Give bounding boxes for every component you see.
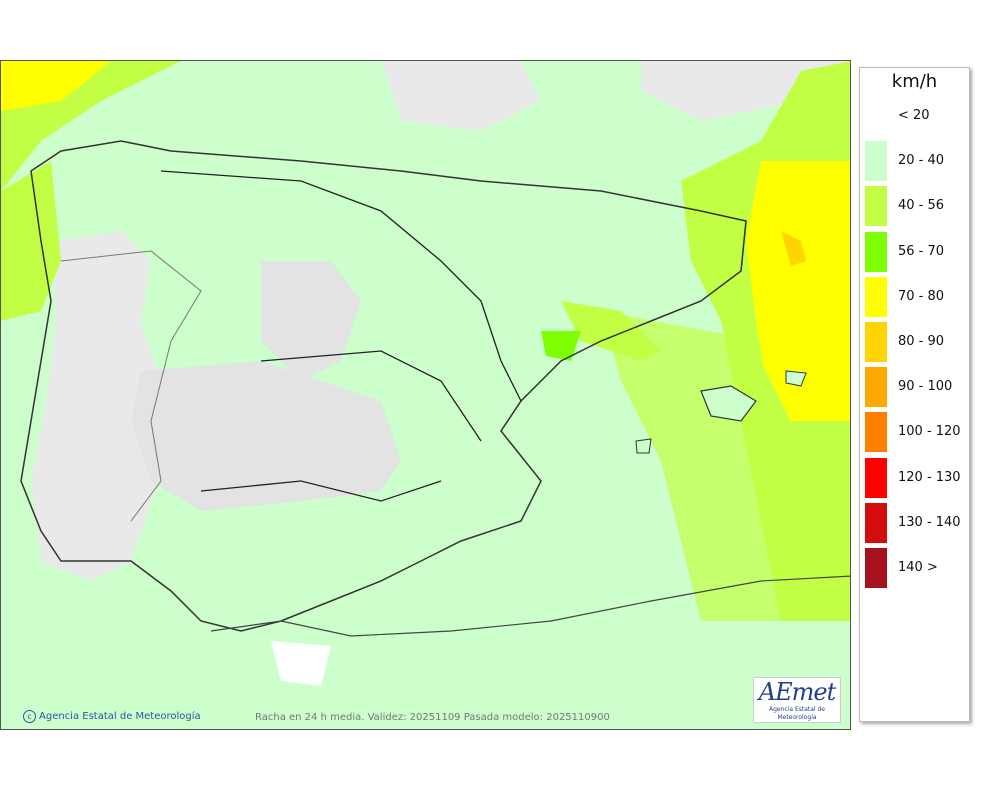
ibiza-island	[635, 438, 652, 454]
legend-label: 120 - 130	[898, 469, 961, 485]
legend-label: 40 - 56	[898, 198, 945, 214]
legend-label: < 20	[898, 108, 930, 123]
north-africa-coast	[210, 575, 850, 637]
legend-item: 40 - 56	[860, 186, 969, 227]
legend-label: 90 - 100	[898, 379, 953, 395]
map-caption: Racha en 24 h media. Validez: 20251109 P…	[255, 712, 610, 723]
gust-orange-patch	[781, 231, 806, 266]
legend-label: 20 - 40	[898, 153, 945, 169]
legend-item: 20 - 40	[860, 141, 969, 182]
legend-swatch	[865, 548, 887, 588]
low-wind-africa	[271, 641, 331, 686]
region-borders	[60, 250, 202, 522]
legend-item: 140 >	[860, 548, 969, 588]
low-wind-west	[31, 231, 171, 581]
wind-gust-map: c Agencia Estatal de Meteorología Racha e…	[0, 60, 851, 730]
legend-swatch	[865, 186, 887, 227]
legend-item: 100 - 120	[860, 412, 969, 453]
low-wind-northeast-sea	[641, 61, 850, 121]
gust-green-patch	[541, 331, 581, 361]
legend-swatch	[865, 231, 887, 272]
legend-swatch	[865, 412, 887, 453]
aemet-credit: c Agencia Estatal de Meteorología	[23, 710, 201, 723]
legend-label: 70 - 80	[898, 288, 945, 304]
wind-legend: km/h < 20 20 - 40 40 - 56 56 - 70 70 - 80 80 …	[859, 67, 970, 722]
strong-wind-nw	[1, 61, 111, 111]
legend-swatch	[865, 141, 887, 182]
legend-item: 130 - 140	[860, 502, 969, 543]
legend-item: < 20	[860, 96, 969, 136]
map-canvas	[1, 61, 850, 729]
iberian-coastline	[20, 140, 747, 632]
moderate-wind-west-coast	[1, 161, 61, 321]
province-borders	[160, 170, 522, 502]
legend-swatch	[865, 96, 887, 136]
legend-swatch	[865, 457, 887, 498]
legend-label: 130 - 140	[898, 514, 961, 530]
legend-label: 100 - 120	[898, 424, 961, 440]
legend-unit: km/h	[891, 71, 938, 92]
legend-label: 80 - 90	[898, 334, 945, 349]
legend-swatch	[865, 502, 887, 543]
legend-item: 90 - 100	[860, 367, 969, 408]
legend-swatch	[865, 367, 887, 408]
low-wind-central	[261, 261, 361, 381]
menorca-island	[785, 370, 807, 387]
logo-subtitle: Agencia Estatal de Meteorología	[768, 706, 825, 721]
legend-swatch	[865, 276, 887, 317]
legend-swatch	[865, 322, 887, 362]
legend-label: 56 - 70	[898, 243, 945, 259]
legend-item: 70 - 80	[860, 276, 969, 317]
aemet-logo: AEmet Agencia Estatal de Meteorología	[753, 677, 841, 723]
legend-item: 56 - 70	[860, 231, 969, 272]
legend-item: 120 - 130	[860, 457, 969, 498]
legend-label: 140 >	[898, 560, 938, 575]
credit-text: Agencia Estatal de Meteorología	[39, 711, 201, 722]
low-wind-biscay	[381, 61, 541, 131]
low-wind-south-central	[131, 361, 401, 511]
legend-item: 80 - 90	[860, 322, 969, 362]
strong-wind-east-sea	[746, 161, 850, 421]
logo-word: AEmet	[758, 678, 836, 706]
mallorca-island	[700, 385, 757, 422]
